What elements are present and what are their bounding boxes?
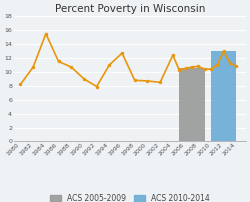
- Bar: [211, 51, 236, 141]
- Legend: ACS 2005-2009, ACS 2010-2014: ACS 2005-2009, ACS 2010-2014: [48, 193, 212, 202]
- Title: Percent Poverty in Wisconsin: Percent Poverty in Wisconsin: [55, 4, 205, 14]
- Bar: [179, 68, 204, 141]
